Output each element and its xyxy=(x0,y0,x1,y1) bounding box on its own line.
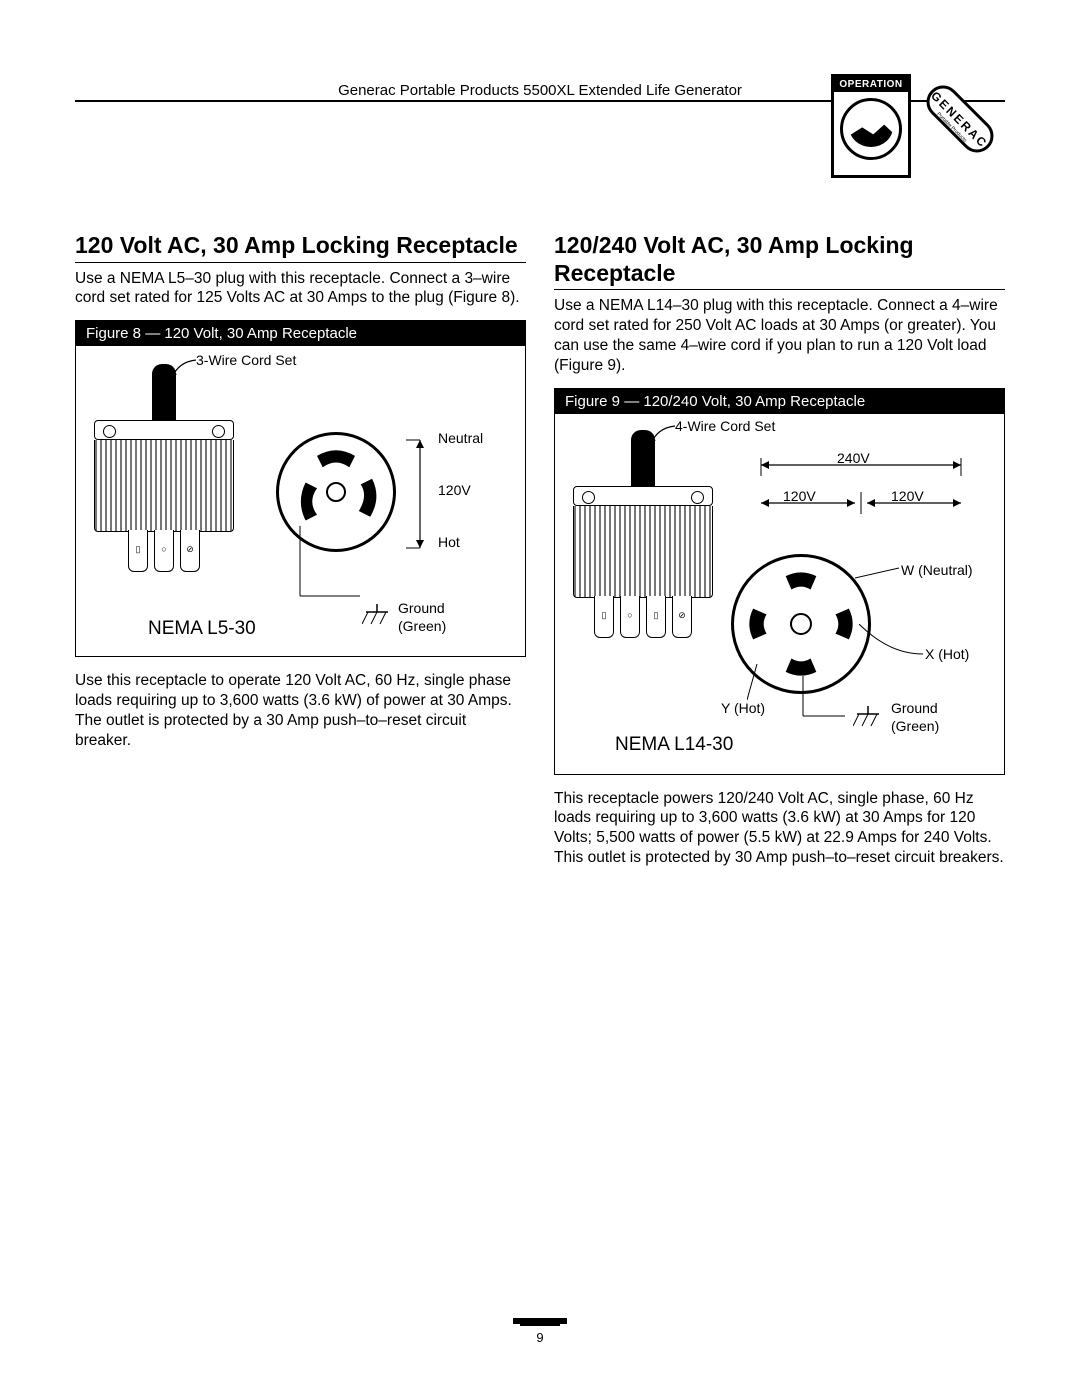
left-para-2: Use this receptacle to operate 120 Volt … xyxy=(75,671,526,750)
plug-l5-30: ▯ ○ ⊘ xyxy=(94,364,234,572)
generac-logo: GENERAC Portable Products xyxy=(915,74,1005,164)
right-para-2: This receptacle powers 120/240 Volt AC, … xyxy=(554,789,1005,868)
plug-l14-30: ▯ ○ ▯ ⊘ xyxy=(573,430,713,638)
figure-9-body: 4-Wire Cord Set ▯ ○ ▯ ⊘ xyxy=(555,414,1004,774)
x-hot-label: X (Hot) xyxy=(925,646,969,662)
left-para-1: Use a NEMA L5–30 plug with this receptac… xyxy=(75,269,526,309)
ground-symbol-icon-9 xyxy=(853,706,883,732)
nema-l5-30-label: NEMA L5-30 xyxy=(148,618,256,640)
header-badges: OPERATION GENERAC Portable Products xyxy=(831,74,1005,178)
nema-l14-30-label: NEMA L14-30 xyxy=(615,734,733,756)
figure-8: Figure 8 — 120 Volt, 30 Amp Receptacle 3… xyxy=(75,320,526,657)
green-label: (Green) xyxy=(398,618,446,634)
right-heading: 120/240 Volt AC, 30 Amp Locking Receptac… xyxy=(554,232,1005,290)
ground-leader xyxy=(290,516,380,616)
ground-label: Ground xyxy=(398,600,445,616)
leader-w xyxy=(855,564,903,584)
operation-icon xyxy=(840,98,902,160)
figure-9: Figure 9 — 120/240 Volt, 30 Amp Receptac… xyxy=(554,388,1005,775)
operation-badge: OPERATION xyxy=(831,74,911,178)
page-header: Generac Portable Products 5500XL Extende… xyxy=(75,80,1005,102)
content-columns: 120 Volt AC, 30 Amp Locking Receptacle U… xyxy=(75,232,1005,880)
v120-label: 120V xyxy=(438,482,471,498)
neutral-label: Neutral xyxy=(438,430,483,446)
ground-symbol-icon xyxy=(362,604,392,630)
page: Generac Portable Products 5500XL Extende… xyxy=(0,0,1080,880)
operation-label: OPERATION xyxy=(834,77,908,92)
left-column: 120 Volt AC, 30 Amp Locking Receptacle U… xyxy=(75,232,526,880)
ground-label-9: Ground xyxy=(891,700,938,716)
v120r-label: 120V xyxy=(891,488,924,504)
figure-8-body: 3-Wire Cord Set ▯ ○ ⊘ xyxy=(76,346,525,656)
leader-x xyxy=(859,624,925,664)
hot-label: Hot xyxy=(438,534,460,550)
left-heading: 120 Volt AC, 30 Amp Locking Receptacle xyxy=(75,232,526,263)
v240-label: 240V xyxy=(837,450,870,466)
page-number: 9 xyxy=(520,1324,560,1345)
v120l-label: 120V xyxy=(783,488,816,504)
leader-y xyxy=(747,664,777,704)
figure-9-caption: Figure 9 — 120/240 Volt, 30 Amp Receptac… xyxy=(555,389,1004,414)
right-column: 120/240 Volt AC, 30 Amp Locking Receptac… xyxy=(554,232,1005,880)
figure-8-caption: Figure 8 — 120 Volt, 30 Amp Receptacle xyxy=(76,321,525,346)
dimension-120v xyxy=(406,434,434,554)
w-neutral-label: W (Neutral) xyxy=(901,562,973,578)
right-para-1: Use a NEMA L14–30 plug with this recepta… xyxy=(554,296,1005,375)
green-label-9: (Green) xyxy=(891,718,939,734)
